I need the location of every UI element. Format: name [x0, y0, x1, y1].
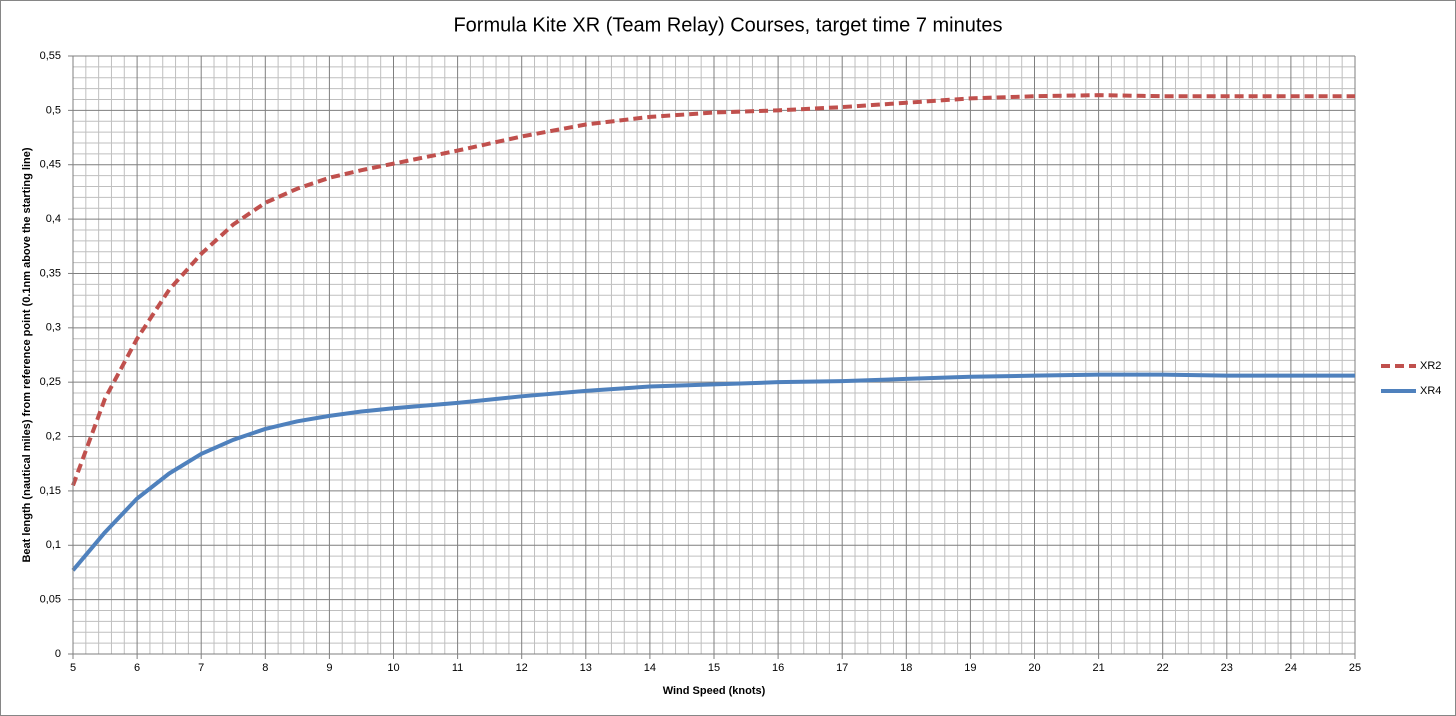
- x-tick-label: 24: [1285, 662, 1297, 674]
- x-tick-label: 16: [772, 662, 784, 674]
- y-tick-label: 0,55: [40, 50, 61, 62]
- x-tick-label: 20: [1028, 662, 1040, 674]
- x-tick-label: 7: [198, 662, 204, 674]
- legend-label: XR2: [1420, 360, 1441, 372]
- x-tick-label: 21: [1092, 662, 1104, 674]
- y-tick-label: 0,05: [40, 594, 61, 606]
- y-tick-label: 0,15: [40, 485, 61, 497]
- series-line: [71, 372, 1355, 572]
- series-line: [71, 93, 1355, 487]
- x-tick-label: 23: [1221, 662, 1233, 674]
- y-tick-label: 0,25: [40, 376, 61, 388]
- legend-label: XR4: [1420, 385, 1441, 397]
- x-tick-label: 13: [580, 662, 592, 674]
- y-tick-label: 0,45: [40, 159, 61, 171]
- y-tick-label: 0,5: [46, 104, 61, 116]
- y-tick-label: 0,3: [46, 322, 61, 334]
- x-tick-label: 15: [708, 662, 720, 674]
- x-tick-label: 14: [644, 662, 656, 674]
- y-tick-label: 0,2: [46, 430, 61, 442]
- x-tick-label: 25: [1349, 662, 1361, 674]
- x-axis-title: Wind Speed (knots): [663, 685, 766, 697]
- x-tick-label: 19: [964, 662, 976, 674]
- y-tick-label: 0,1: [46, 539, 61, 551]
- x-tick-label: 12: [516, 662, 528, 674]
- chart-title: Formula Kite XR (Team Relay) Courses, ta…: [453, 14, 1002, 36]
- y-axis-title: Beat length (nautical miles) from refere…: [21, 147, 33, 562]
- y-tick-label: 0,4: [46, 213, 61, 225]
- major-grid: [72, 55, 1356, 655]
- x-tick-label: 6: [134, 662, 140, 674]
- x-tick-label: 8: [262, 662, 268, 674]
- x-tick-label: 10: [387, 662, 399, 674]
- y-tick-label: 0: [55, 648, 61, 660]
- x-tick-label: 9: [326, 662, 332, 674]
- x-tick-label: 22: [1157, 662, 1169, 674]
- plot-area: [71, 93, 1355, 572]
- x-tick-label: 18: [900, 662, 912, 674]
- y-tick-label: 0,35: [40, 267, 61, 279]
- x-tick-label: 5: [70, 662, 76, 674]
- x-tick-label: 11: [452, 662, 463, 674]
- x-tick-label: 17: [836, 662, 848, 674]
